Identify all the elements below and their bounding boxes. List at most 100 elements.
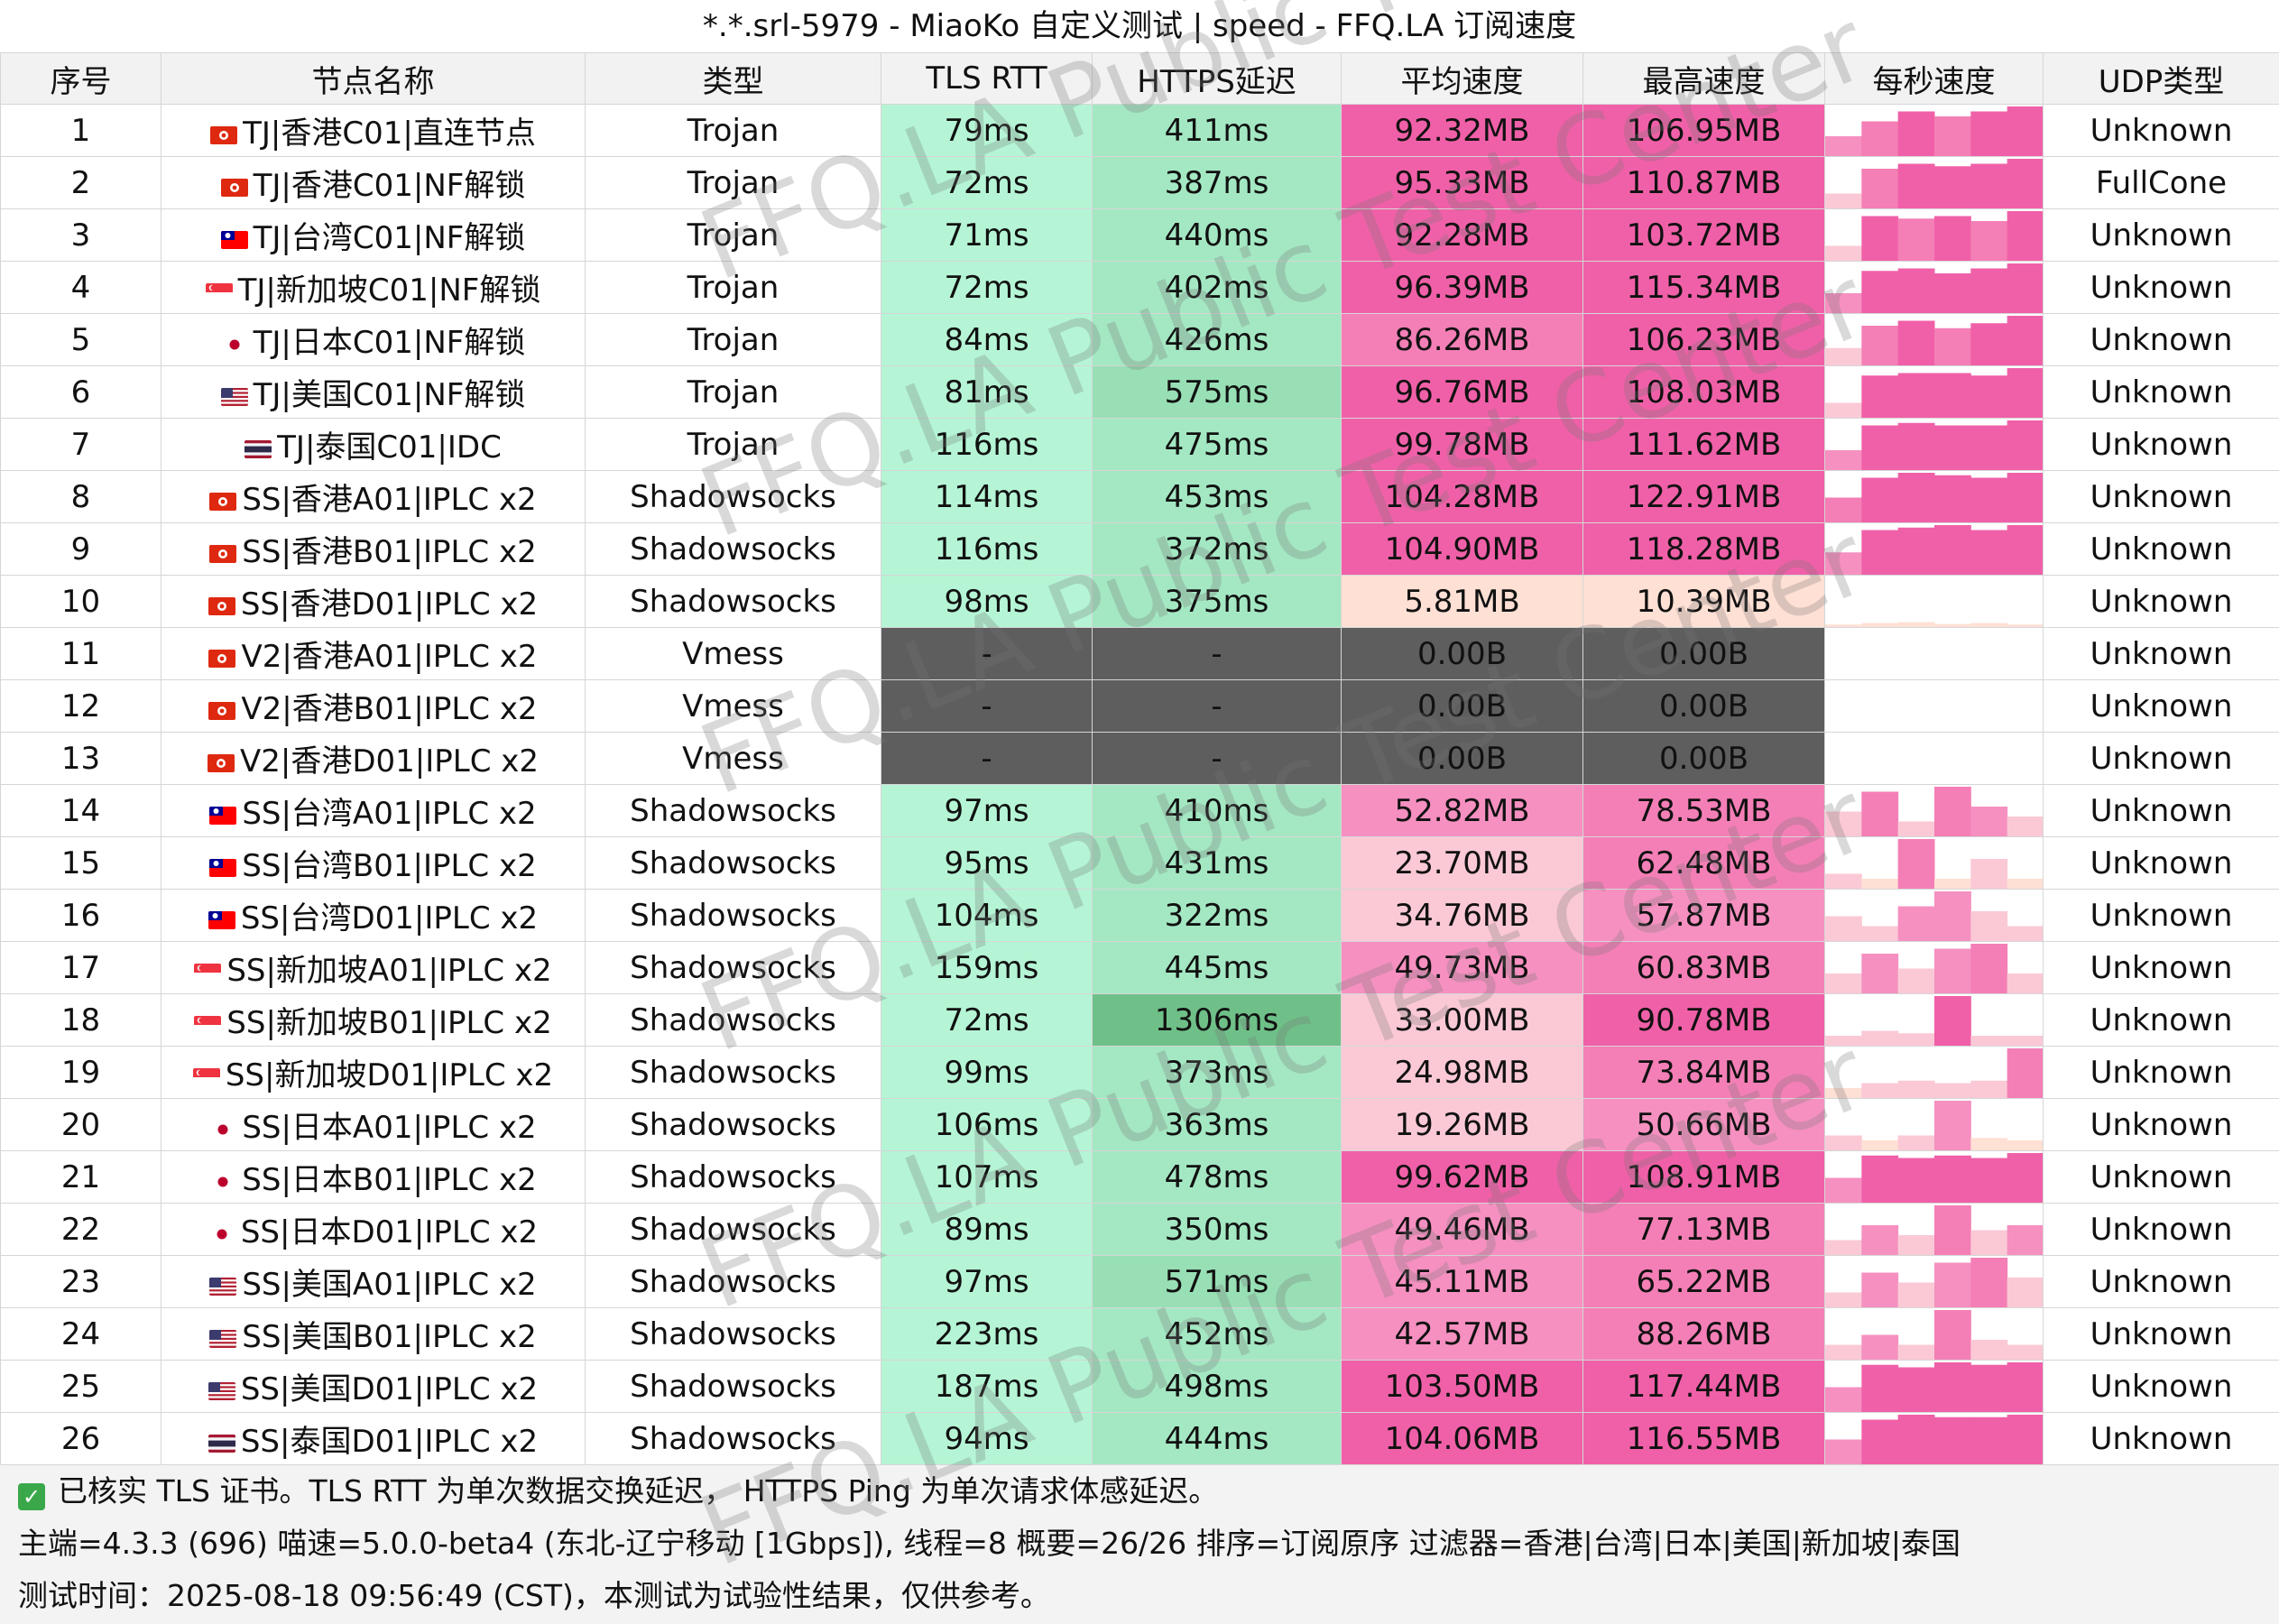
cell-tls-rtt: 159ms [881, 941, 1093, 994]
cell-avg-speed: 34.76MB [1341, 889, 1583, 942]
table-row[interactable]: 3 TJ|台湾C01|NF解锁 Trojan 71ms 440ms 92.28MB 103.… [0, 208, 2279, 262]
sparkline-bar [1825, 1177, 1862, 1203]
sparkline-bar [2007, 624, 2043, 627]
table-row[interactable]: 22 SS|日本D01|IPLC x2 Shadowsocks 89ms 350ms 49… [0, 1203, 2279, 1256]
sparkline-bar [1934, 1416, 1971, 1464]
table-row[interactable]: 25 SS|美国D01|IPLC x2 Shadowsocks 187ms 498ms 1… [0, 1360, 2279, 1413]
cell-max-speed: 78.53MB [1582, 784, 1825, 837]
sparkline-bar [2007, 879, 2043, 889]
table-row[interactable]: 1 TJ|香港C01|直连节点 Trojan 79ms 411ms 92.32MB 106.… [0, 104, 2279, 157]
cell-https-latency: 373ms [1092, 1046, 1342, 1099]
cell-type: Shadowsocks [585, 993, 881, 1047]
table-row[interactable]: 19 SS|新加坡D01|IPLC x2 Shadowsocks 99ms 373ms 2… [0, 1046, 2279, 1099]
sparkline-bar [1861, 1030, 1899, 1046]
singapore-flag-icon [205, 283, 233, 301]
cell-node-name: V2|香港A01|IPLC x2 [161, 627, 586, 680]
hong-kong-flag-icon [208, 702, 236, 720]
cell-type: Trojan [585, 261, 881, 314]
cell-per-second-speed [1824, 575, 2044, 628]
node-name-text: V2|香港D01|IPLC x2 [239, 743, 540, 780]
cell-https-latency: 372ms [1092, 522, 1342, 576]
table-row[interactable]: 14 SS|台湾A01|IPLC x2 Shadowsocks 97ms 410ms 52… [0, 784, 2279, 837]
table-row[interactable]: 9 SS|香港B01|IPLC x2 Shadowsocks 116ms 372ms 10… [0, 522, 2279, 576]
table-row[interactable]: 21 SS|日本B01|IPLC x2 Shadowsocks 107ms 478ms 9… [0, 1150, 2279, 1204]
cell-avg-speed: 45.11MB [1341, 1255, 1583, 1308]
cell-per-second-speed [1824, 418, 2044, 471]
sparkline-bar [1861, 326, 1899, 365]
cell-node-name: TJ|台湾C01|NF解锁 [161, 208, 586, 262]
sparkline-bar [1934, 116, 1971, 156]
cell-per-second-speed [1824, 208, 2044, 262]
header-tls-rtt[interactable]: TLS RTT [881, 52, 1093, 105]
cell-tls-rtt: 104ms [881, 889, 1093, 942]
cell-udp-type: Unknown [2043, 575, 2279, 628]
cell-udp-type: Unknown [2043, 1255, 2279, 1308]
table-row[interactable]: 24 SS|美国B01|IPLC x2 Shadowsocks 223ms 452ms 4… [0, 1307, 2279, 1361]
sparkline-bar [1970, 623, 2008, 627]
sparkline-bar [1825, 624, 1862, 627]
cell-max-speed: 50.66MB [1582, 1098, 1825, 1151]
node-name-text: SS|美国A01|IPLC x2 [242, 1267, 537, 1303]
table-row[interactable]: 12 V2|香港B01|IPLC x2 Vmess - -0.00B 0.00B Unkno… [0, 679, 2279, 733]
cell-per-second-speed [1824, 1307, 2044, 1361]
table-row[interactable]: 23 SS|美国A01|IPLC x2 Shadowsocks 97ms 571ms 45… [0, 1255, 2279, 1308]
table-row[interactable]: 11 V2|香港A01|IPLC x2 Vmess - -0.00B 0.00B Unkno… [0, 627, 2279, 680]
cell-udp-type: Unknown [2043, 732, 2279, 785]
per-second-speed-sparkline [1825, 1415, 2043, 1464]
table-row[interactable]: 26 SS|泰国D01|IPLC x2 Shadowsocks 94ms 444ms 10… [0, 1412, 2279, 1465]
footer-tls-note-text: 已核实 TLS 证书。TLS RTT 为单次数据交换延迟， HTTPS Ping… [58, 1473, 1219, 1509]
cell-tls-rtt: 107ms [881, 1150, 1093, 1204]
header-node-name[interactable]: 节点名称 [161, 52, 586, 105]
table-row[interactable]: 8 SS|香港A01|IPLC x2 Shadowsocks 114ms 453ms 10… [0, 470, 2279, 523]
cell-https-latency: 426ms [1092, 313, 1342, 366]
sparkline-bar [2007, 926, 2043, 941]
node-name-text: TJ|美国C01|NF解锁 [253, 377, 526, 413]
table-row[interactable]: 5 TJ|日本C01|NF解锁 Trojan 84ms 426ms 86.26MB 106.… [0, 313, 2279, 366]
sparkline-bar [1861, 169, 1899, 208]
hong-kong-flag-icon [209, 545, 237, 563]
sparkline-bar [1861, 530, 1899, 575]
cell-type: Shadowsocks [585, 522, 881, 576]
sparkline-bar [1825, 1036, 1862, 1046]
cell-node-name: SS|日本B01|IPLC x2 [161, 1150, 586, 1204]
node-name-text: SS|香港D01|IPLC x2 [240, 586, 539, 623]
sparkline-bar [1970, 221, 2008, 261]
table-row[interactable]: 2 TJ|香港C01|NF解锁 Trojan 72ms 387ms 95.33MB 110.… [0, 156, 2279, 209]
cell-per-second-speed [1824, 1360, 2044, 1413]
header-index[interactable]: 序号 [0, 52, 161, 105]
cell-type: Vmess [585, 732, 881, 785]
table-row[interactable]: 13 V2|香港D01|IPLC x2 Vmess - -0.00B 0.00B Unkno… [0, 732, 2279, 785]
table-row[interactable]: 17 SS|新加坡A01|IPLC x2 Shadowsocks 159ms 445ms… [0, 941, 2279, 994]
usa-flag-icon [208, 1382, 235, 1400]
cell-avg-speed: 49.73MB [1341, 941, 1583, 994]
cell-type: Shadowsocks [585, 1046, 881, 1099]
header-avg-speed[interactable]: 平均速度 [1341, 52, 1583, 105]
table-row[interactable]: 15 SS|台湾B01|IPLC x2 Shadowsocks 95ms 431ms 23… [0, 836, 2279, 890]
cell-tls-rtt: 114ms [881, 470, 1093, 523]
node-name-text: SS|新加坡D01|IPLC x2 [225, 1057, 554, 1093]
table-row[interactable]: 4 TJ|新加坡C01|NF解锁 Trojan 72ms 402ms 96.39MB 115… [0, 261, 2279, 314]
header-udp-type[interactable]: UDP类型 [2043, 52, 2279, 105]
table-row[interactable]: 10 SS|香港D01|IPLC x2 Shadowsocks 98ms 375ms 5.… [0, 575, 2279, 628]
table-row[interactable]: 20 SS|日本A01|IPLC x2 Shadowsocks 106ms 363ms 1… [0, 1098, 2279, 1151]
cell-avg-speed: 96.76MB [1341, 365, 1583, 419]
header-type[interactable]: 类型 [585, 52, 881, 105]
table-row[interactable]: 16 SS|台湾D01|IPLC x2 Shadowsocks 104ms 322ms 3… [0, 889, 2279, 942]
sparkline-bar [1897, 821, 1935, 836]
table-row[interactable]: 6 TJ|美国C01|NF解锁 Trojan 81ms 575ms 96.76MB 108.… [0, 365, 2279, 419]
cell-type: Vmess [585, 627, 881, 680]
header-https-latency[interactable]: HTTPS延迟 [1092, 52, 1342, 105]
cell-type: Shadowsocks [585, 1098, 881, 1151]
cell-index: 3 [0, 208, 161, 262]
sparkline-bar [1934, 879, 1971, 889]
per-second-speed-sparkline [1825, 733, 2044, 784]
table-row[interactable]: 18 SS|新加坡B01|IPLC x2 Shadowsocks 72ms 1306ms… [0, 993, 2279, 1047]
sparkline-bar [1897, 163, 1935, 208]
header-per-second-speed[interactable]: 每秒速度 [1824, 52, 2044, 105]
header-max-speed[interactable]: 最高速度 [1582, 52, 1825, 105]
sparkline-bar [1934, 1362, 1971, 1412]
cell-index: 13 [0, 732, 161, 785]
table-row[interactable]: 7 TJ|泰国C01|IDC Trojan 116ms 475ms 99.78MB 111.… [0, 418, 2279, 471]
sparkline-bar [2007, 1048, 2043, 1098]
table-body: 1 TJ|香港C01|直连节点 Trojan 79ms 411ms 92.32MB 106.… [0, 104, 2279, 1465]
